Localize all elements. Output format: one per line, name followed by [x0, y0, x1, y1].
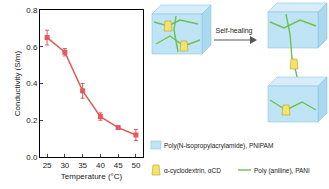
- svg-text:0.4: 0.4: [26, 79, 38, 88]
- svg-text:0.0: 0.0: [26, 153, 38, 162]
- svg-text:Poly (aniline), PANI: Poly (aniline), PANI: [254, 167, 310, 175]
- svg-text:Poly(N-isopropylacrylamide), P: Poly(N-isopropylacrylamide), PNIPAM: [164, 142, 273, 150]
- svg-text:0.8: 0.8: [26, 6, 38, 15]
- svg-text:35: 35: [78, 161, 87, 170]
- svg-text:α-cyclodextrin, αCD: α-cyclodextrin, αCD: [164, 167, 221, 175]
- svg-text:0.2: 0.2: [26, 116, 38, 125]
- svg-text:25: 25: [43, 161, 52, 170]
- svg-text:40: 40: [96, 161, 105, 170]
- svg-text:Self-healing: Self-healing: [216, 27, 253, 35]
- svg-text:Temperature (°C): Temperature (°C): [61, 172, 123, 181]
- svg-text:45: 45: [114, 161, 123, 170]
- svg-text:Conductivity (S/m): Conductivity (S/m): [13, 50, 22, 116]
- svg-text:50: 50: [131, 161, 140, 170]
- svg-text:0.6: 0.6: [26, 43, 38, 52]
- svg-text:30: 30: [60, 161, 69, 170]
